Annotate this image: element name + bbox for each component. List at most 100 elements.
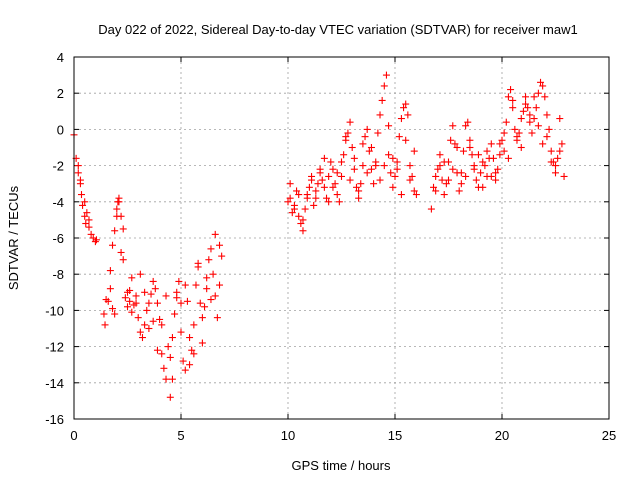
data-point [92,236,100,244]
data-point [312,194,320,202]
data-point [162,292,170,300]
data-point [504,93,512,101]
data-point [158,321,166,329]
data-point [556,115,564,123]
data-point [393,158,401,166]
data-point [183,297,191,305]
data-point [355,187,363,195]
data-point [173,288,181,296]
y-axis-ticks: -16 -14 -12 -10 -8 -6 -4 -2 0 2 4 [45,50,609,427]
data-point [109,241,117,249]
data-point [333,191,341,199]
data-point [445,176,452,184]
data-point [143,306,151,314]
data-point [119,256,127,264]
data-point [85,223,93,231]
data-point [192,281,200,289]
data-point [203,285,211,293]
data-point [286,194,294,202]
data-point [517,115,525,123]
data-point [153,299,161,307]
data-point [457,180,465,188]
data-point [117,248,125,256]
data-point [391,172,399,180]
data-point [432,187,440,195]
data-point [106,285,114,293]
data-point [198,314,206,322]
data-point [359,140,367,148]
y-tick-label: -4 [52,195,64,210]
data-point [74,169,82,177]
data-point [141,321,149,329]
data-point [449,165,457,173]
data-point [160,364,168,372]
data-point [186,334,194,342]
data-point [402,136,410,144]
data-point [175,277,183,285]
data-point [365,147,373,155]
data-point [400,104,408,112]
data-point [158,350,166,358]
data-point [545,125,553,133]
data-point [432,172,440,180]
data-point [552,162,559,170]
data-point [402,100,410,108]
data-point [468,151,476,159]
data-point [310,201,318,209]
data-point [196,299,204,307]
data-point [218,252,226,260]
data-point [346,176,354,184]
data-point [335,198,343,206]
data-point [207,245,215,253]
x-axis-label: GPS time / hours [292,458,391,473]
data-point [181,366,189,374]
data-point [466,144,474,151]
data-point [333,169,341,177]
y-tick-label: -16 [45,412,64,427]
y-tick-label: 0 [57,122,64,137]
data-point [162,375,170,383]
data-point [325,198,333,206]
data-points [70,71,568,401]
data-point [442,180,450,188]
data-point [532,104,540,112]
data-point [201,303,209,311]
data-point [136,328,144,336]
data-point [359,162,367,170]
data-point [136,270,144,278]
data-point [149,317,157,325]
data-point [205,256,213,264]
data-point [539,82,547,90]
data-point [312,187,320,195]
data-point [462,122,470,130]
data-point [316,165,324,173]
data-point [440,191,448,199]
data-point [181,281,189,289]
data-point [126,297,134,305]
data-point [466,136,474,144]
data-point [530,93,538,101]
data-point [188,346,196,354]
data-point [487,172,495,180]
data-point [457,169,465,177]
data-point [168,334,176,342]
data-point [483,147,491,155]
data-point [543,133,551,141]
data-point [355,194,363,202]
data-point [447,136,455,144]
data-point [87,230,95,238]
data-point [389,183,397,191]
data-point [389,154,397,162]
data-point [459,147,467,155]
data-point [348,144,356,151]
data-point [81,198,89,206]
data-point [145,325,153,332]
data-point [406,162,414,170]
data-point [509,96,517,104]
data-point [560,172,568,180]
data-point [329,183,337,191]
data-point [406,176,414,184]
data-point [346,118,354,126]
data-point [393,165,401,173]
data-point [367,165,375,173]
